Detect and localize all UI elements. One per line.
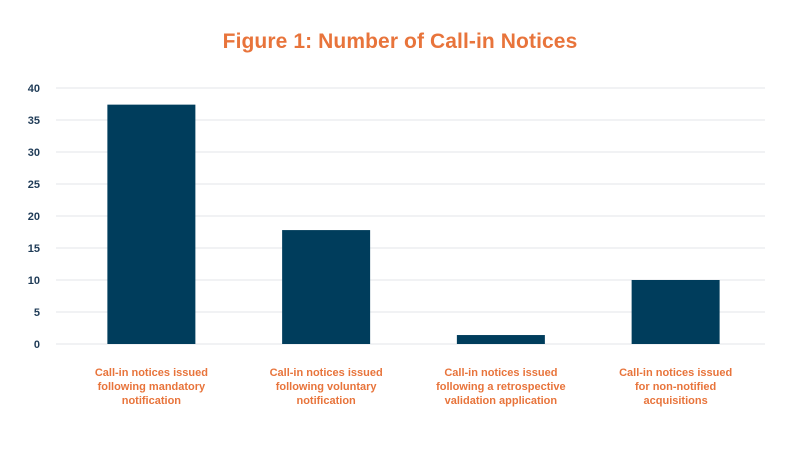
x-category-label-line: Call-in notices issued [444,367,558,379]
x-category-label: Call-in notices issued following a retros… [426,366,576,408]
x-category-label: Call-in notices issued following mandator… [76,366,226,408]
x-category-label-line: Call-in notices issued [269,367,383,379]
y-tick-label: 35 [28,115,40,127]
x-category-label-line: notification [296,395,356,407]
x-category-label-line: following voluntary [275,381,377,393]
x-category-label-line: validation application [444,395,558,407]
y-tick-label: 15 [28,243,40,255]
x-category-label-line: following mandatory [97,381,206,393]
y-tick-label: 25 [28,179,40,191]
x-category-label-line: acquisitions [643,395,708,407]
x-category-label-line: for non-notified [634,381,717,393]
bar-1 [107,104,196,344]
bar-3 [456,335,545,344]
bar-4 [631,280,720,344]
x-category-label-line: Call-in notices issued [94,367,208,379]
y-tick-label: 0 [34,339,40,351]
y-tick-label: 5 [34,307,40,319]
y-tick-label: 30 [28,147,40,159]
x-category-label: Call-in notices issued following voluntar… [251,366,401,408]
chart-title: Figure 1: Number of Call-in Notices [222,30,578,53]
y-tick-label: 40 [28,83,40,95]
bar-2 [282,230,371,344]
x-category-label-line: notification [121,395,182,407]
x-category-label: Call-in notices issued for non-notified ac… [601,366,751,408]
x-category-label-line: following a retrospective [436,381,566,393]
x-category-label-line: Call-in notices issued [619,367,733,379]
y-tick-label: 20 [28,211,40,223]
y-tick-label: 10 [28,275,40,287]
